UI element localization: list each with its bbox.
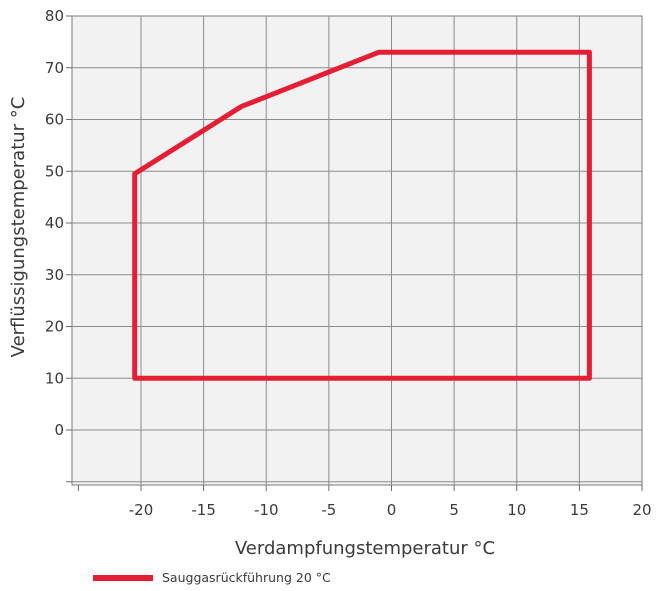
y-tick-label: 0 <box>54 421 64 439</box>
series-envelope-line <box>132 49 592 381</box>
y-tick-label: 50 <box>45 162 64 180</box>
x-tick-label: -20 <box>129 501 154 519</box>
y-tick-label: 20 <box>45 318 64 336</box>
legend-label: Sauggasrückführung 20 °C <box>162 570 331 585</box>
y-tick-label: 40 <box>45 214 64 232</box>
x-tick-label: -15 <box>191 501 216 519</box>
y-tick-label: 80 <box>45 7 64 25</box>
x-tick-label: 10 <box>507 501 526 519</box>
x-axis-title: Verdampfungstemperatur °C <box>235 538 495 559</box>
y-tick-label: 30 <box>45 266 64 284</box>
plot-area <box>71 15 643 486</box>
x-tick-label: 5 <box>449 501 459 519</box>
y-tick-label: 70 <box>45 59 64 77</box>
x-tick-label: 15 <box>570 501 589 519</box>
series-layer <box>132 49 592 381</box>
tick-marks <box>66 15 643 491</box>
x-tick-label: -10 <box>254 501 279 519</box>
y-axis-title: Verflüssigungstemperatur °C <box>8 97 29 358</box>
y-tick-label: 10 <box>45 369 64 387</box>
legend: Sauggasrückführung 20 °C <box>93 570 331 585</box>
tick-labels: -20 -15 -10 -5 0 5 10 15 20 0 10 20 30 40 50 60 70 80 <box>45 7 652 519</box>
x-tick-label: 0 <box>387 501 397 519</box>
grid-lines <box>72 16 642 485</box>
x-tick-label: -5 <box>321 501 336 519</box>
y-tick-label: 60 <box>45 111 64 129</box>
x-tick-label: 20 <box>632 501 651 519</box>
